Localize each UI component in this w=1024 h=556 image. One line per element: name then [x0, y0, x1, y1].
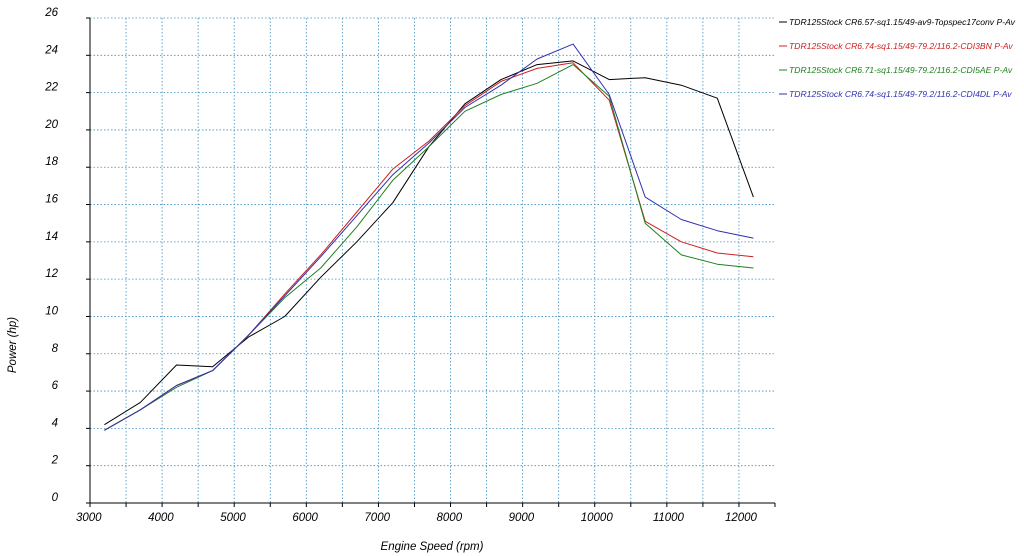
- tick-labels: 3000 4000 5000 6000 7000 8000 9000 10000 11000 12…: [44, 7, 757, 524]
- legend: TDR125Stock CR6.57-sq1.15/49-av9-Topspec…: [779, 17, 1016, 99]
- x-tick-label: 9000: [509, 512, 535, 524]
- x-tick-label: 7000: [364, 512, 390, 524]
- y-tick-label: 12: [45, 268, 58, 280]
- x-tick-label: 11000: [653, 512, 685, 524]
- legend-entry-1: TDR125Stock CR6.57-sq1.15/49-av9-Topspec…: [789, 17, 1016, 27]
- y-axis-title: Power (hp): [7, 317, 19, 373]
- series-line-1: [104, 60, 754, 426]
- x-tick-label: 10000: [581, 512, 614, 524]
- y-tick-label: 26: [44, 7, 58, 19]
- legend-entry-2: TDR125Stock CR6.74-sq1.15/49-79.2/116.2-…: [789, 41, 1013, 51]
- y-tick-label: 20: [44, 119, 58, 131]
- grid-lines: [90, 17, 775, 503]
- series-line-4: [104, 43, 754, 431]
- y-tick-label: 6: [52, 380, 59, 392]
- y-tick-label: 22: [44, 82, 58, 94]
- y-tick-label: 2: [51, 455, 59, 467]
- legend-entry-4: TDR125Stock CR6.74-sq1.15/49-79.2/116.2-…: [789, 89, 1012, 99]
- x-tick-label: 3000: [76, 512, 102, 524]
- x-tick-label: 4000: [148, 512, 174, 524]
- axes: [86, 17, 776, 507]
- legend-entry-3: TDR125Stock CR6.71-sq1.15/49-79.2/116.2-…: [789, 65, 1013, 75]
- y-tick-label: 0: [52, 492, 59, 504]
- y-tick-label: 18: [45, 156, 58, 168]
- y-tick-label: 14: [45, 231, 58, 243]
- y-tick-label: 10: [45, 305, 58, 317]
- x-tick-label: 6000: [292, 512, 318, 524]
- x-tick-label: 5000: [220, 512, 246, 524]
- y-tick-label: 4: [52, 417, 58, 429]
- y-tick-label: 8: [52, 343, 59, 355]
- series-lines: [104, 43, 754, 431]
- x-tick-label: 12000: [725, 512, 758, 524]
- y-tick-label: 24: [44, 44, 58, 56]
- x-axis-title: Engine Speed (rpm): [381, 541, 484, 553]
- y-tick-label: 16: [45, 194, 58, 206]
- x-tick-label: 8000: [437, 512, 463, 524]
